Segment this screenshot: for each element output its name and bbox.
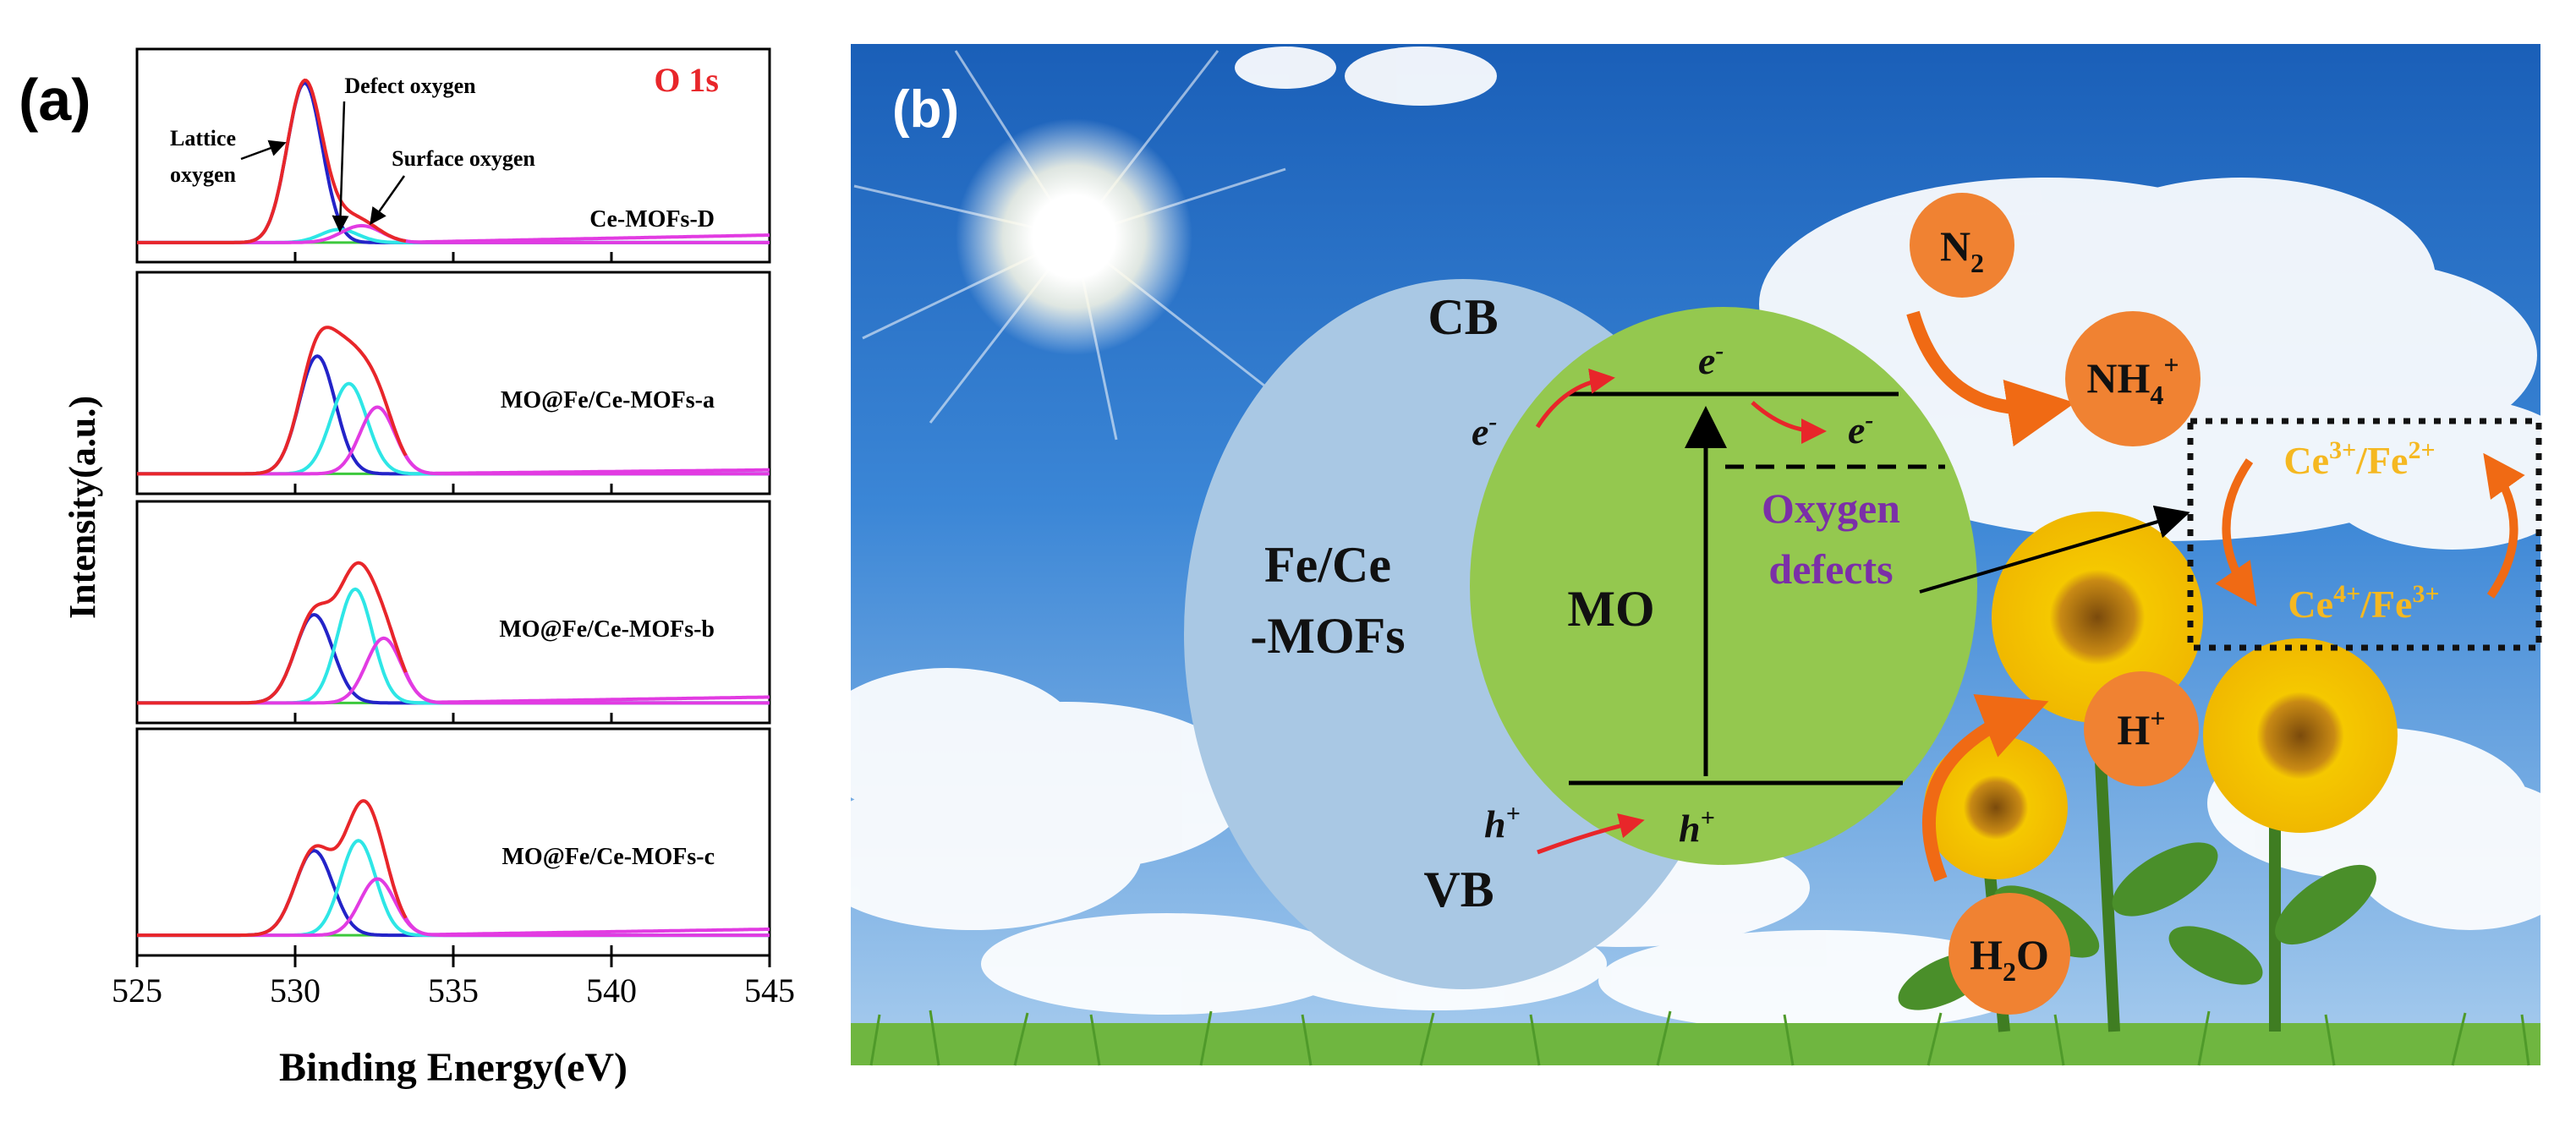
x-tick-label: 530	[270, 971, 321, 1010]
vb-label: VB	[1423, 862, 1494, 917]
oxidation-cycle-arrow	[2483, 452, 2525, 599]
peak-surface-oxygen	[137, 636, 770, 705]
annotation-surface: Surface oxygen	[392, 146, 535, 171]
x-tick-label: 535	[428, 971, 479, 1010]
peak-surface-oxygen	[137, 405, 770, 476]
annotation-defect: Defect oxygen	[344, 74, 476, 98]
grass	[851, 1023, 2540, 1065]
peak-surface-oxygen	[137, 877, 770, 938]
ce3-fe2-label: Ce3+/Fe2+	[2283, 436, 2435, 482]
hole-mof: h+	[1484, 800, 1521, 846]
sample-label: Ce-MOFs-D	[589, 206, 715, 233]
electron-mo: e-	[1698, 337, 1724, 382]
envelope-line	[137, 561, 408, 705]
subplot-frame	[135, 271, 771, 495]
hole-mo: h+	[1679, 804, 1715, 850]
h2o-label: H2O	[1970, 931, 2049, 987]
y-axis-label: Intensity(a.u.)	[62, 396, 103, 619]
mof-label-line1: Fe/Ce	[1264, 537, 1391, 593]
tail-line	[388, 414, 770, 475]
electron-defect: e-	[1848, 406, 1873, 452]
mo-label: MO	[1567, 581, 1654, 637]
h-plus-label: H+	[2117, 703, 2165, 753]
mo-ellipse	[1470, 307, 1977, 865]
redox-box	[2187, 418, 2542, 651]
electron-transfer-arrow	[1535, 368, 1615, 429]
annotation-lattice-arrow	[240, 140, 287, 161]
n2-label: N2	[1940, 222, 1984, 278]
oxygen-defects-line2: defects	[1768, 545, 1893, 593]
tail-line	[388, 873, 770, 937]
envelope-line	[137, 799, 408, 938]
electron-trap-arrow	[1751, 401, 1827, 444]
panel-a-label: (a)	[19, 67, 91, 133]
annotation-lattice: Lattice	[170, 126, 236, 151]
peak-defect-oxygen	[137, 587, 770, 705]
xps-panel: (a) Intensity(a.u.) Binding Energy(eV) C…	[19, 47, 795, 1090]
oxygen-defects-line1: Oxygen	[1762, 484, 1900, 532]
annotation-surface-arrow	[370, 175, 406, 226]
sample-label: MO@Fe/Ce-MOFs-a	[501, 387, 715, 413]
panel-b-label: (b)	[892, 80, 959, 139]
electron-mof: e-	[1472, 408, 1497, 453]
h2o-bubble	[1948, 893, 2070, 1015]
envelope-line	[137, 78, 407, 244]
sample-label: MO@Fe/Ce-MOFs-b	[499, 616, 715, 643]
mof-label-line2: -MOFs	[1250, 608, 1405, 664]
defect-pointer-arrow	[1919, 505, 2190, 594]
n2-reduction-arrow	[1906, 310, 2075, 447]
x-tick-label: 545	[744, 971, 795, 1010]
water-oxidation-arrow	[1922, 693, 2049, 882]
subplot-frame	[135, 727, 771, 957]
tail-line	[388, 626, 770, 704]
subplot-frame	[135, 500, 771, 725]
peak-lattice-oxygen	[137, 354, 770, 476]
grass-blades	[869, 1010, 2530, 1066]
ce4-fe3-label: Ce4+/Fe3+	[2288, 580, 2439, 626]
h-plus-bubble	[2084, 671, 2199, 786]
nh4-bubble	[2065, 311, 2201, 446]
n2-bubble	[1910, 193, 2014, 298]
tail-line	[389, 233, 770, 244]
reduction-cycle-arrow	[2215, 458, 2257, 607]
mechanism-panel: (b) CB VB Fe/Ce -MOFs MO e- e- e- h+ h+ …	[803, 44, 2576, 1066]
hole-transfer-arrow	[1537, 813, 1645, 855]
x-ticks: 525 530 535 540 545	[112, 955, 795, 1010]
x-axis-label: Binding Energy(eV)	[279, 1045, 628, 1090]
envelope-line	[137, 326, 408, 476]
x-tick-label: 525	[112, 971, 162, 1010]
cb-label: CB	[1428, 289, 1498, 345]
element-label: O 1s	[654, 61, 719, 99]
nh4-label: NH4+	[2086, 349, 2179, 410]
sample-label: MO@Fe/Ce-MOFs-c	[502, 844, 715, 870]
annotation-oxygen: oxygen	[170, 162, 237, 187]
annotation-defect-arrow	[332, 101, 349, 233]
plot-area: Ce-MOFs-D MO@Fe/Ce-MOFs-a MO@Fe/Ce-MOFs-b M…	[135, 47, 771, 957]
sun	[853, 50, 1286, 441]
clouds	[803, 47, 2576, 1032]
x-tick-label: 540	[586, 971, 637, 1010]
